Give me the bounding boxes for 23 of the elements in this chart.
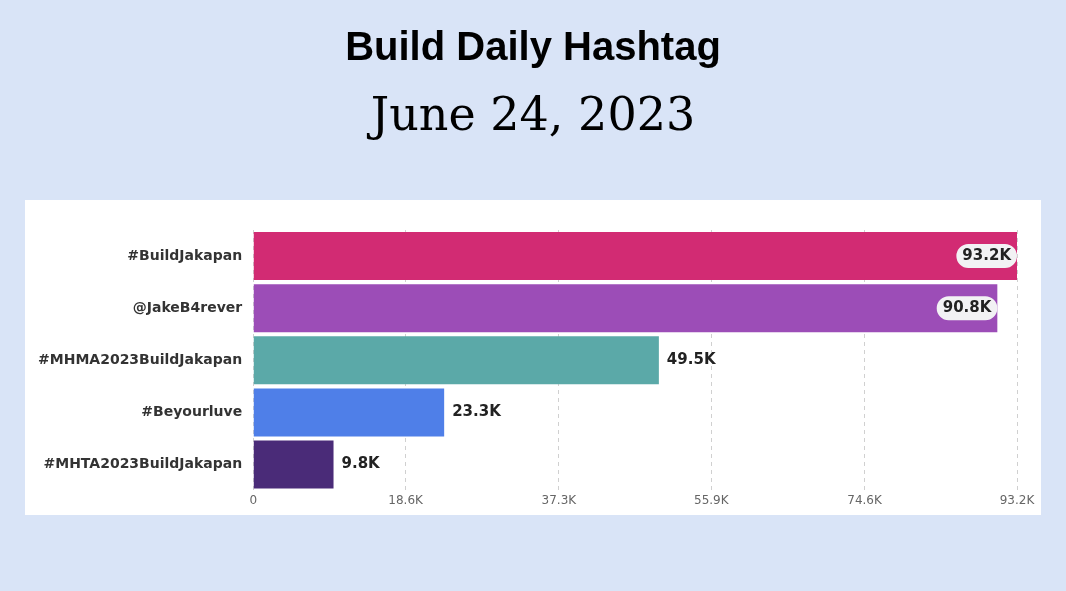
chart-subtitle: June 24, 2023 <box>366 87 697 141</box>
bar <box>253 388 445 437</box>
y-tick-label: #BuildJakapan <box>127 246 243 263</box>
bar <box>253 232 1017 281</box>
data-label: 93.2K <box>962 245 1013 264</box>
bar <box>253 284 998 333</box>
y-tick-label: #Beyourluve <box>141 403 243 420</box>
data-label: 90.8K <box>942 298 993 317</box>
x-tick-label: 55.9K <box>694 492 730 507</box>
data-label: 23.3K <box>452 402 503 421</box>
x-tick-label: 93.2K <box>999 492 1036 507</box>
x-tick-label: 37.3K <box>541 492 578 507</box>
x-tick-label: 18.6K <box>388 492 425 507</box>
y-tick-label: #MHTA2023BuildJakapan <box>43 455 243 472</box>
bar <box>253 336 659 385</box>
x-tick-label: 0 <box>249 492 258 507</box>
bar <box>253 440 334 489</box>
y-tick-label: @JakeB4rever <box>132 298 243 315</box>
chart-title: Build Daily Hashtag <box>344 24 722 69</box>
data-label: 9.8K <box>341 454 382 473</box>
x-tick-label: 74.6K <box>847 492 883 507</box>
data-label: 49.5K <box>666 350 717 369</box>
y-tick-label: #MHMA2023BuildJakapan <box>38 350 243 367</box>
